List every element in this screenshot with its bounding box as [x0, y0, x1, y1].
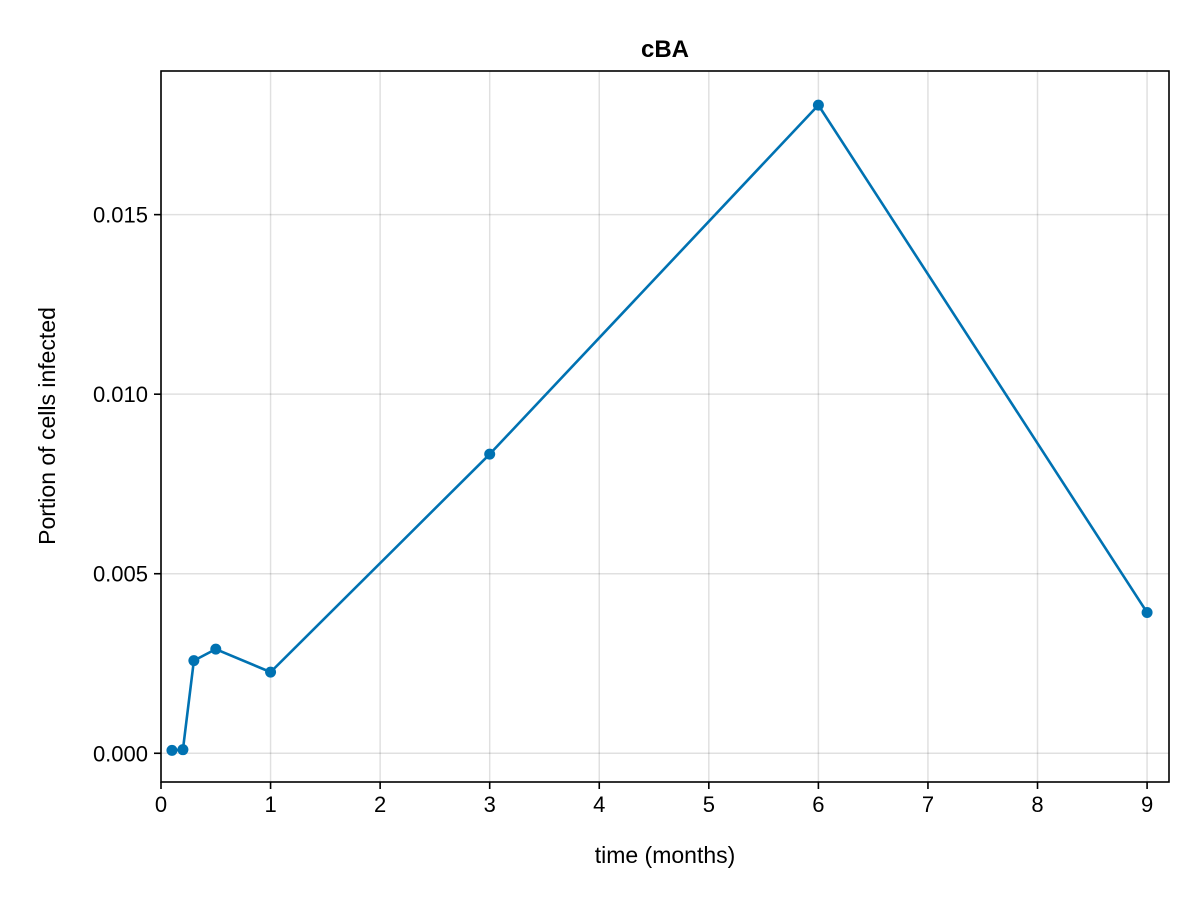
- data-point: [188, 655, 200, 667]
- y-tick-label: 0.000: [93, 741, 148, 766]
- series-line: [171, 103, 1149, 752]
- data-point: [1141, 607, 1153, 619]
- y-axis-label: Portion of cells infected: [34, 307, 60, 545]
- x-tick-label: 5: [703, 792, 715, 817]
- x-tick-label: 0: [155, 792, 167, 817]
- y-tick-label: 0.005: [93, 562, 148, 587]
- data-point: [812, 99, 824, 111]
- x-tick-label: 3: [484, 792, 496, 817]
- data-point: [177, 744, 189, 756]
- data-point: [484, 448, 496, 460]
- x-tick-label: 1: [264, 792, 276, 817]
- data-point: [166, 744, 178, 756]
- x-tick-label: 2: [374, 792, 386, 817]
- y-tick-label: 0.015: [93, 203, 148, 228]
- x-tick-label: 7: [922, 792, 934, 817]
- series-layer: [166, 99, 1153, 756]
- x-tick-label: 4: [593, 792, 605, 817]
- plot-frame: [160, 70, 1170, 783]
- ticks: 0 1 2 3 4 5 6 7 8 9 0.000 0.005 0.010 0.015: [93, 203, 1153, 817]
- x-tick-label: 6: [812, 792, 824, 817]
- x-axis-label: time (months): [595, 842, 736, 868]
- grid: [160, 71, 1169, 782]
- chart-title: cBA: [641, 36, 689, 63]
- x-tick-label: 8: [1031, 792, 1043, 817]
- data-point: [210, 643, 222, 655]
- x-tick-label: 9: [1141, 792, 1153, 817]
- y-tick-label: 0.010: [93, 382, 148, 407]
- data-point: [265, 666, 277, 678]
